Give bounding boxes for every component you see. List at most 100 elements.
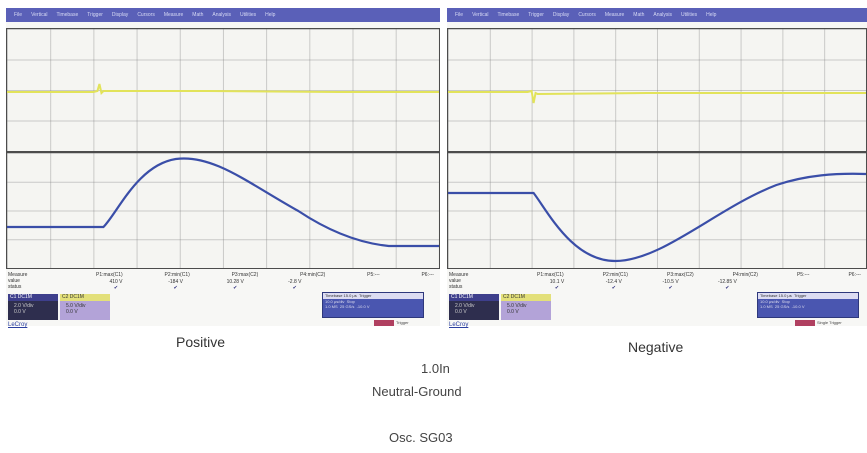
param-p2[interactable]: P2:min(C1) (164, 272, 190, 278)
oscilloscope-screen-positive: File Vertical Timebase Trigger Display C… (6, 8, 440, 328)
channel-2-trace (448, 172, 866, 263)
trigger-title: Trigger (358, 293, 372, 298)
channel-1-scale: 2.0 V/div (14, 303, 34, 309)
menu-file[interactable]: File (455, 12, 464, 18)
param-value-p2: -12.4 V (605, 279, 622, 285)
status-empty (821, 285, 861, 291)
param-value-p2: -184 V (168, 279, 183, 285)
menu-vertical[interactable]: Vertical (31, 12, 48, 18)
status-empty (334, 285, 374, 291)
param-p4[interactable]: P4:min(C2) (300, 272, 326, 278)
param-p6[interactable]: P6:--- (848, 272, 861, 278)
menu-display[interactable]: Display (111, 12, 129, 18)
status-check-icon: ✔ (554, 285, 560, 291)
param-p5[interactable]: P5:--- (796, 272, 810, 278)
timebase-trigger-descriptor[interactable]: Timebase 15.0 μs Trigger 10.0 μs/div Sto… (757, 292, 859, 318)
menu-cursors[interactable]: Cursors (578, 12, 596, 18)
menu-analysis[interactable]: Analysis (212, 12, 232, 18)
menu-display[interactable]: Display (552, 12, 570, 18)
channel-2-descriptor[interactable]: C2 DC1M 5.0 V/div 0.0 V (501, 294, 551, 320)
channel-1-descriptor[interactable]: C1 DC1M 2.0 V/div 0.0 V (8, 294, 58, 320)
status-label: status (8, 284, 22, 290)
menu-measure[interactable]: Measure (163, 12, 184, 18)
channel-2-offset: 0.0 V (507, 309, 519, 315)
menu-utilities[interactable]: Utilities (240, 12, 257, 18)
menu-analysis[interactable]: Analysis (653, 12, 673, 18)
channel-1-descriptor[interactable]: C1 DC1M 2.0 V/div 0.0 V (449, 294, 499, 320)
trigger-level: -10.0 V (356, 304, 370, 309)
trigger-title: Trigger (793, 293, 807, 298)
timebase-title: Timebase 15.0 μs (760, 293, 792, 298)
caption-positive: Positive (176, 334, 226, 350)
param-p4[interactable]: P4:min(C2) (732, 272, 758, 278)
sample-count: 1.0 MS (325, 304, 338, 309)
channel-1-tag: C1 DC1M (449, 294, 499, 301)
trigger-swatch (795, 320, 815, 326)
trigger-indicator-label: Trigger (396, 320, 409, 325)
param-value-p1: 410 V (109, 279, 123, 285)
menu-cursors[interactable]: Cursors (137, 12, 155, 18)
channel-1-trace (448, 89, 866, 104)
channel-2-descriptor[interactable]: C2 DC1M 5.0 V/div 0.0 V (60, 294, 110, 320)
status-check-icon: ✔ (113, 285, 119, 291)
channel-1-waveform (448, 89, 866, 104)
sample-rate: 25 GS/s (339, 304, 355, 309)
measurement-bar: Measure value status P1:max(C1) P2:min(C… (6, 270, 440, 294)
menu-help[interactable]: Help (265, 12, 276, 18)
menu-trigger[interactable]: Trigger (528, 12, 544, 18)
value-label: value (8, 278, 20, 284)
lecroy-logo: LeCroy (8, 322, 28, 328)
param-p3[interactable]: P3:max(C2) (231, 272, 259, 278)
menu-help[interactable]: Help (706, 12, 717, 18)
param-p2[interactable]: P2:min(C1) (602, 272, 628, 278)
menu-timebase[interactable]: Timebase (497, 12, 520, 18)
menu-vertical[interactable]: Vertical (472, 12, 489, 18)
menu-utilities[interactable]: Utilities (681, 12, 698, 18)
menu-file[interactable]: File (14, 12, 23, 18)
param-value-p3: -10.5 V (662, 279, 679, 285)
value-label: value (449, 278, 461, 284)
param-p1[interactable]: P1:max(C1) (537, 272, 564, 278)
channel-1-offset: 0.0 V (14, 309, 26, 315)
menu-math[interactable]: Math (192, 12, 204, 18)
menu-trigger[interactable]: Trigger (87, 12, 103, 18)
param-value-p1: 10.1 V (549, 279, 565, 285)
timebase-scale: 10.0 μs/div (760, 299, 780, 304)
param-p3[interactable]: P3:max(C2) (666, 272, 694, 278)
channel-1-trace (7, 83, 439, 95)
param-value-p4: -12.85 V (717, 279, 737, 285)
measure-label: Measure (449, 272, 469, 278)
channel-1-tag: C1 DC1M (8, 294, 58, 301)
channel-1-waveform (7, 83, 439, 95)
status-check-icon: ✔ (725, 285, 730, 291)
channel-2-grid (447, 152, 867, 269)
menu-timebase[interactable]: Timebase (56, 12, 79, 18)
caption-setting: 1.0In (421, 361, 450, 376)
param-p5[interactable]: P5:--- (367, 272, 380, 278)
trigger-indicator: Trigger (374, 320, 409, 326)
trigger-level: -10.0 V (791, 304, 805, 309)
status-check-icon: ✔ (611, 285, 616, 291)
status-check-icon: ✔ (233, 285, 238, 291)
menu-math[interactable]: Math (633, 12, 645, 18)
oscilloscope-screen-negative: File Vertical Timebase Trigger Display C… (447, 8, 867, 328)
measurement-bar: Measure value status P1:max(C1) P2:min(C… (447, 270, 867, 294)
channel-2-tag: C2 DC1M (501, 294, 551, 301)
status-check-icon: ✔ (292, 285, 297, 291)
channel-2-tag: C2 DC1M (60, 294, 110, 301)
channel-1-grid (6, 28, 440, 152)
timebase-trigger-descriptor[interactable]: Timebase 15.0 μs Trigger 10.0 μs/div Sto… (322, 292, 424, 318)
menu-measure[interactable]: Measure (604, 12, 625, 18)
channel-2-trace (7, 157, 439, 248)
sample-count: 1.0 MS (760, 304, 773, 309)
channel-2-waveform (448, 172, 866, 263)
param-p1[interactable]: P1:max(C1) (96, 272, 123, 278)
param-p6[interactable]: P6:--- (421, 272, 434, 278)
channel-1-scale: 2.0 V/div (455, 303, 475, 309)
status-check-icon: ✔ (668, 285, 673, 291)
caption-negative: Negative (628, 339, 684, 355)
param-value-p4: -2.8 V (288, 279, 302, 285)
scope-menu-bar: File Vertical Timebase Trigger Display C… (447, 8, 867, 22)
caption-oscilloscope-id: Osc. SG03 (389, 430, 453, 445)
measure-label: Measure (8, 272, 28, 278)
